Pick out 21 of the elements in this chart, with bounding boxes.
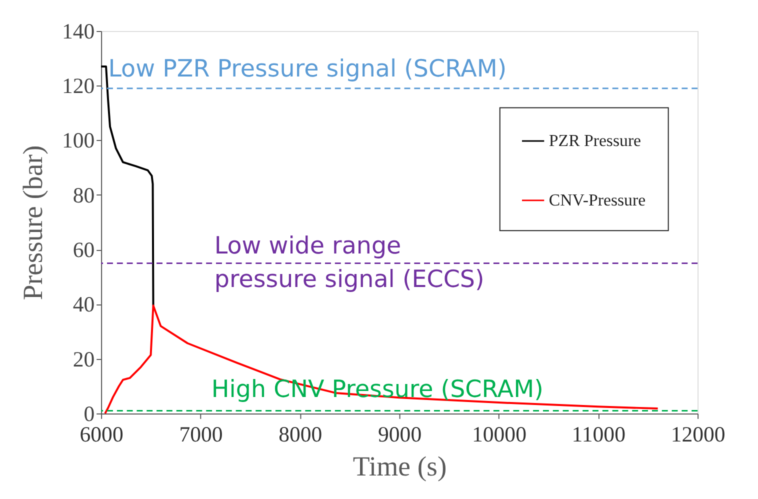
y-tick-label: 40 bbox=[72, 292, 95, 317]
x-tick-label: 9000 bbox=[378, 422, 422, 447]
x-tick-label: 10000 bbox=[472, 422, 527, 447]
y-tick-label: 60 bbox=[72, 238, 95, 262]
y-axis-title: Pressure (bar) bbox=[18, 145, 50, 300]
legend-label: PZR Pressure bbox=[548, 130, 642, 150]
y-tick-label: 140 bbox=[62, 19, 95, 44]
line-series bbox=[104, 304, 659, 414]
ref-line-label: High CNV Pressure (SCRAM) bbox=[211, 374, 544, 403]
y-tick-label: 20 bbox=[72, 347, 95, 372]
x-tick-label: 7000 bbox=[179, 422, 223, 447]
y-tick-label: 120 bbox=[62, 74, 95, 98]
ref-line-label: Low PZR Pressure signal (SCRAM) bbox=[108, 54, 507, 82]
y-tick-label: 80 bbox=[72, 183, 95, 208]
x-axis-title: Time (s) bbox=[352, 451, 447, 482]
x-tick-label: 12000 bbox=[670, 422, 726, 447]
ref-line-label: Low wide range pressure signal (ECCS) bbox=[214, 231, 484, 293]
legend-label: CNV-Pressure bbox=[548, 190, 646, 210]
x-tick-label: 8000 bbox=[278, 422, 322, 447]
y-tick-label: 100 bbox=[62, 128, 95, 153]
x-tick-label: 11000 bbox=[572, 422, 626, 447]
